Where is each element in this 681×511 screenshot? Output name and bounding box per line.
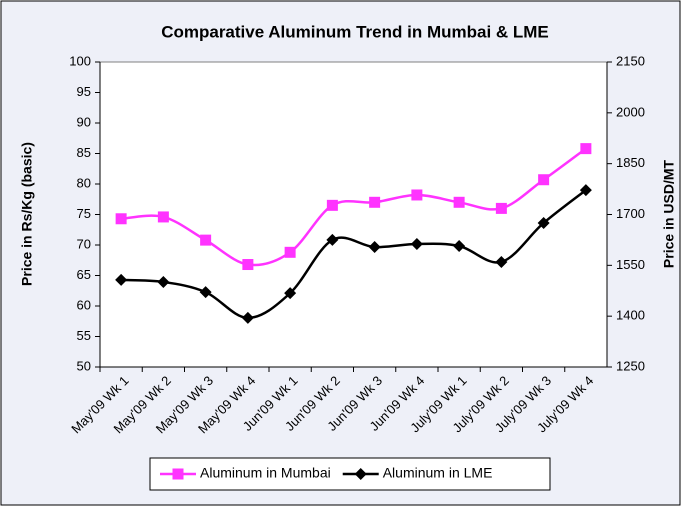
y2-tick-label: 2000 <box>616 104 645 119</box>
marker <box>369 196 381 208</box>
marker <box>115 213 127 225</box>
marker <box>368 241 381 254</box>
legend-label: Aluminum in Mumbai <box>200 465 331 481</box>
marker <box>354 468 367 480</box>
marker <box>199 286 212 299</box>
marker <box>410 237 423 250</box>
marker <box>284 246 296 258</box>
plot-area <box>99 61 608 368</box>
marker <box>453 240 466 253</box>
marker <box>115 273 128 286</box>
y-tick-label: 75 <box>77 206 91 221</box>
y2-tick-label: 1850 <box>616 155 645 170</box>
marker <box>495 202 507 214</box>
y-tick-label: 90 <box>77 114 91 129</box>
marker <box>538 174 550 186</box>
y-tick-label: 100 <box>69 53 91 68</box>
legend-label: Aluminum in LME <box>383 465 493 481</box>
y-tick-label: 95 <box>77 84 91 99</box>
marker <box>242 259 254 271</box>
y-tick-label: 85 <box>77 145 91 160</box>
y-tick-label: 70 <box>77 236 91 251</box>
y2-tick-label: 2150 <box>616 53 645 68</box>
y2-tick-label: 1250 <box>616 358 645 373</box>
y2-tick-label: 1700 <box>616 206 645 221</box>
marker <box>453 196 465 208</box>
marker <box>326 199 338 211</box>
marker <box>241 311 254 324</box>
y-axis-title: Price in Rs/Kg (basic) <box>19 142 35 286</box>
marker <box>172 468 184 480</box>
y-tick-label: 80 <box>77 175 91 190</box>
marker <box>495 255 508 268</box>
y-tick-label: 60 <box>77 297 91 312</box>
marker <box>284 287 297 300</box>
y2-tick-label: 1400 <box>616 308 645 323</box>
marker <box>157 275 170 288</box>
y2-tick-label: 1550 <box>616 257 645 272</box>
chart-title: Comparative Aluminum Trend in Mumbai & L… <box>161 22 549 41</box>
marker <box>326 233 339 246</box>
marker <box>157 211 169 223</box>
y-tick-label: 65 <box>77 267 91 282</box>
marker <box>200 234 212 246</box>
y-tick-label: 50 <box>77 358 91 373</box>
marker <box>580 143 592 155</box>
y-tick-label: 55 <box>77 328 91 343</box>
y2-axis-title: Price in USD/MT <box>661 159 677 268</box>
marker <box>411 189 423 201</box>
marker <box>537 216 550 229</box>
marker <box>579 184 592 197</box>
